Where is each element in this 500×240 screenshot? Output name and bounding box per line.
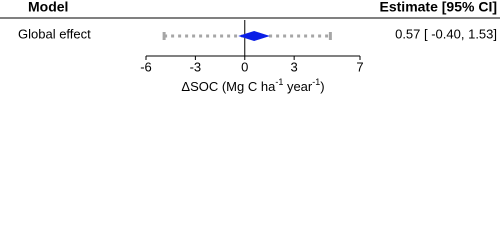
model-header: Model	[28, 0, 68, 15]
x-tick-label: -6	[140, 59, 152, 74]
x-label-part: )	[320, 79, 324, 94]
x-label-sup: -1	[312, 77, 320, 87]
x-axis-label: ΔSOC (Mg C ha-1 year-1)	[181, 77, 324, 94]
estimate-header: Estimate [95% CI]	[380, 0, 497, 15]
x-tick-label: -3	[190, 59, 202, 74]
x-label-part: ΔSOC (Mg C ha	[181, 79, 276, 94]
x-tick-label: 7	[356, 59, 363, 74]
estimate-diamond	[238, 31, 270, 41]
estimate-label: 0.57 [ -0.40, 1.53]	[395, 26, 497, 41]
row-label: Global effect	[18, 26, 91, 41]
x-label-part: year	[283, 79, 313, 94]
forest-plot: Model Estimate [95% CI] ΔSOC (Mg C ha-1 …	[0, 0, 500, 94]
x-tick-label: 0	[241, 59, 248, 74]
x-label-sup: -1	[275, 77, 283, 87]
x-tick-label: 3	[291, 59, 298, 74]
